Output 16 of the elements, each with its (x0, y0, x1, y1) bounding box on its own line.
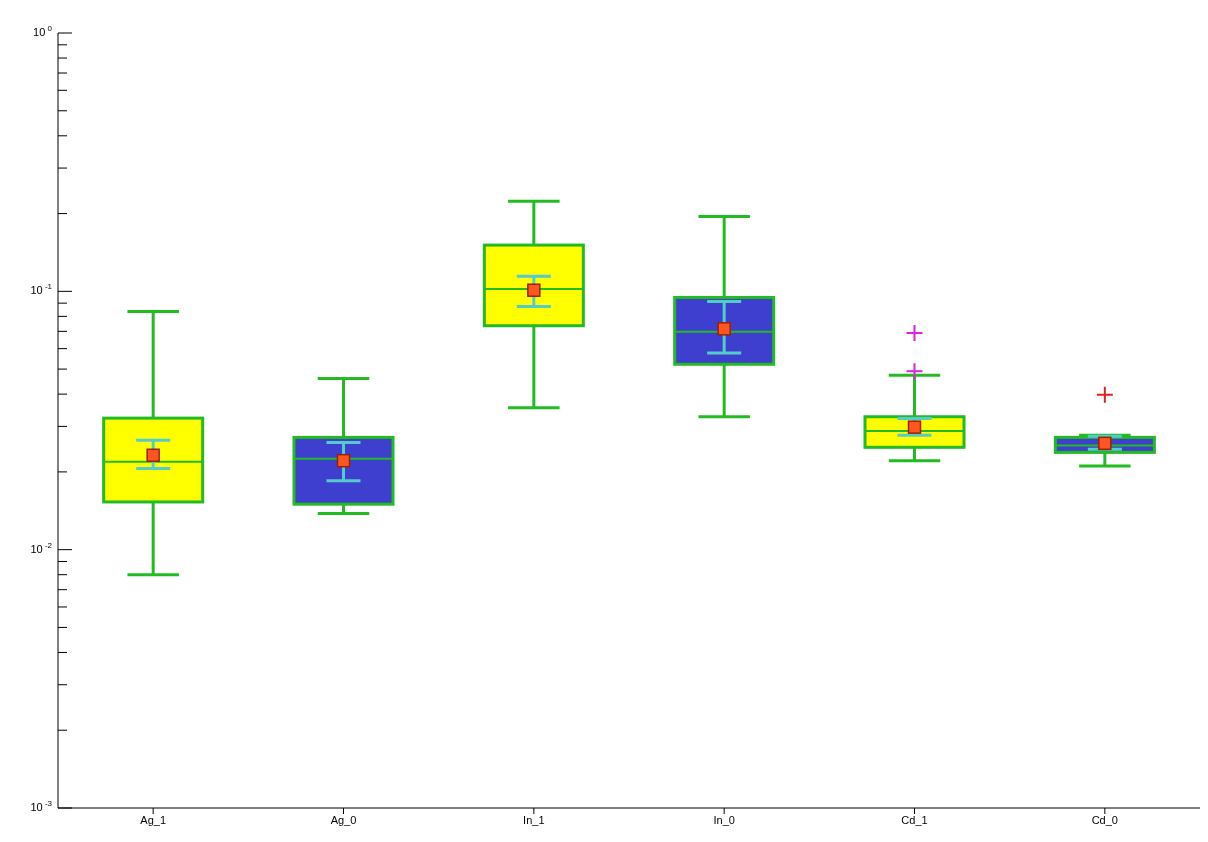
x-tick-label: Ag_1 (140, 813, 167, 826)
point (1098, 436, 1112, 451)
x-tick-label: Cd_1 (901, 813, 928, 826)
y-tick-label: 10$^{-3}$ (30, 798, 53, 813)
x-tick-label: Ag_0 (330, 813, 357, 826)
y-tick-label: 10$^{-2}$ (30, 540, 53, 555)
x-tick-label: In_1 (523, 813, 545, 826)
y-tick-label: 10$^{-1}$ (30, 281, 53, 297)
x-tick-label: Cd_0 (1091, 813, 1118, 826)
point (336, 453, 351, 468)
point (907, 420, 922, 434)
x-tick-label: In_0 (713, 813, 735, 826)
point (717, 322, 731, 336)
point (146, 448, 160, 462)
y-tick-label: 10$^{0}$ (33, 23, 53, 38)
point (527, 283, 541, 297)
